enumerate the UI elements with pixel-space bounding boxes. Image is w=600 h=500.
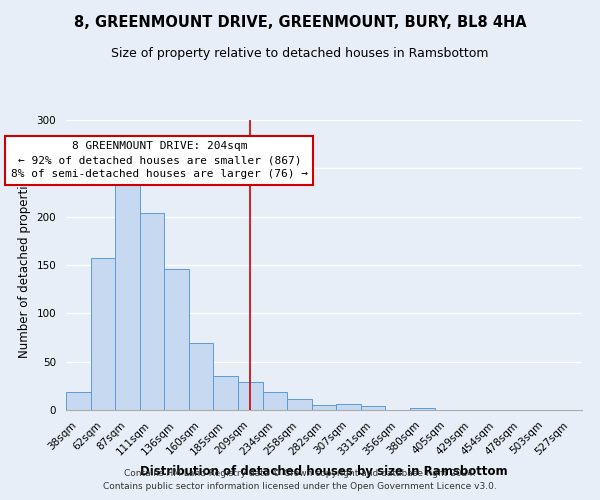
Bar [336, 404, 361, 410]
Bar [361, 406, 385, 410]
Bar [312, 405, 336, 410]
Text: Contains public sector information licensed under the Open Government Licence v3: Contains public sector information licen… [103, 482, 497, 491]
Text: Size of property relative to detached houses in Ramsbottom: Size of property relative to detached ho… [111, 48, 489, 60]
Text: Contains HM Land Registry data © Crown copyright and database right 2024.: Contains HM Land Registry data © Crown c… [124, 468, 476, 477]
Bar [91, 258, 115, 410]
Bar [140, 213, 164, 410]
Y-axis label: Number of detached properties: Number of detached properties [18, 172, 31, 358]
Bar [115, 168, 140, 410]
Bar [214, 376, 238, 410]
Bar [238, 382, 263, 410]
Bar [164, 269, 189, 410]
Text: 8, GREENMOUNT DRIVE, GREENMOUNT, BURY, BL8 4HA: 8, GREENMOUNT DRIVE, GREENMOUNT, BURY, B… [74, 15, 526, 30]
Bar [287, 400, 312, 410]
Bar [189, 344, 214, 410]
X-axis label: Distribution of detached houses by size in Ramsbottom: Distribution of detached houses by size … [140, 465, 508, 478]
Bar [66, 392, 91, 410]
Bar [263, 392, 287, 410]
Text: 8 GREENMOUNT DRIVE: 204sqm
← 92% of detached houses are smaller (867)
8% of semi: 8 GREENMOUNT DRIVE: 204sqm ← 92% of deta… [11, 142, 308, 180]
Bar [410, 408, 434, 410]
